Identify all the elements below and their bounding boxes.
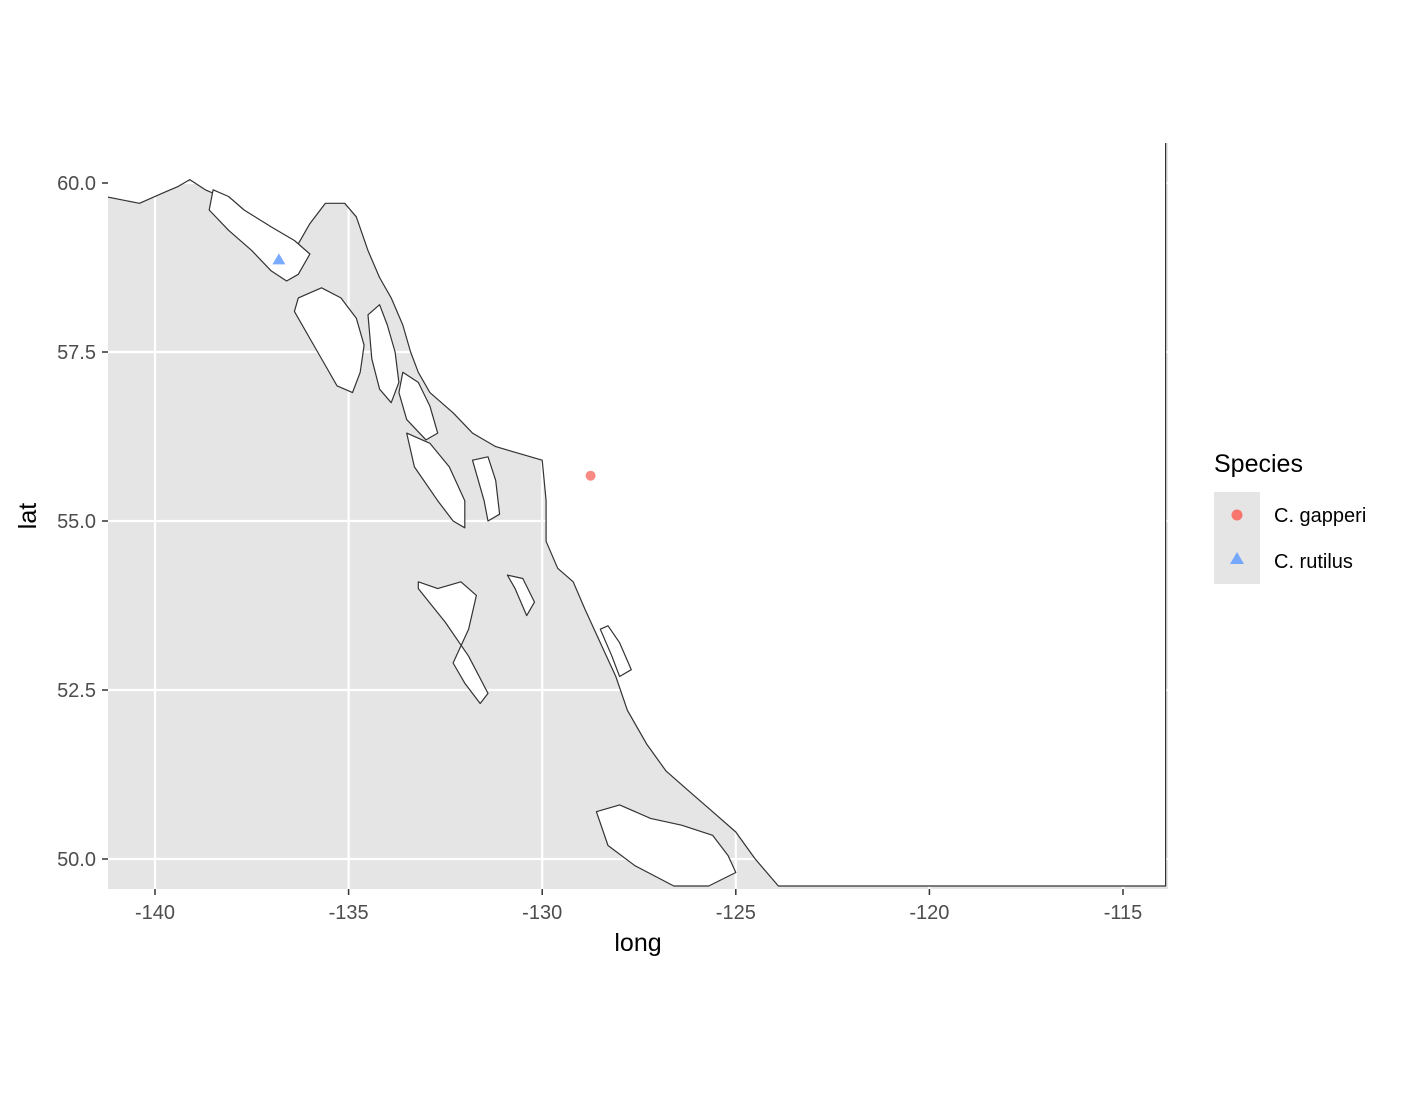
data-points (272, 253, 596, 481)
legend: Species C. gapperi C. rutilus (1214, 450, 1366, 584)
y-axis-title: lat (14, 503, 42, 529)
x-tick-label-5: -115 (1104, 902, 1143, 924)
x-tick-label-2: -130 (522, 902, 562, 924)
x-axis-title: long (614, 929, 661, 957)
island-shape-1 (293, 287, 365, 394)
legend-key-gapperi (1231, 509, 1243, 521)
point-cgapperi-0 (585, 470, 596, 481)
island-shape-5 (471, 456, 501, 522)
x-axis: -140 -135 -130 -125 -120 -115 (135, 889, 1142, 924)
island-shape-6 (417, 581, 489, 705)
x-tick-label-0: -140 (135, 902, 175, 924)
basemap (108, 143, 1167, 887)
y-axis: 50.0 52.5 55.0 57.5 60.0 (57, 173, 108, 871)
y-tick-label-3: 57.5 (57, 342, 96, 364)
y-tick-label-4: 60.0 (57, 173, 96, 195)
island-shape-0 (208, 189, 311, 282)
legend-title: Species (1214, 450, 1303, 478)
island-shape-4 (406, 432, 466, 529)
island-shape-2 (367, 304, 400, 404)
island-shape-3 (398, 371, 439, 441)
x-tick-label-1: -135 (329, 902, 369, 924)
y-tick-label-0: 50.0 (57, 849, 96, 871)
x-tick-label-4: -120 (909, 902, 949, 924)
legend-key-rutilus (1230, 552, 1244, 564)
point-crutilus-0 (272, 253, 286, 265)
legend-label-rutilus: C. rutilus (1274, 551, 1353, 573)
island-shape-8 (599, 625, 632, 678)
legend-label-gapperi: C. gapperi (1274, 505, 1366, 527)
island-shape-7 (595, 804, 737, 887)
island-shape-9 (506, 574, 536, 617)
x-tick-label-3: -125 (716, 902, 756, 924)
y-tick-label-1: 52.5 (57, 680, 96, 702)
y-tick-label-2: 55.0 (57, 511, 96, 533)
